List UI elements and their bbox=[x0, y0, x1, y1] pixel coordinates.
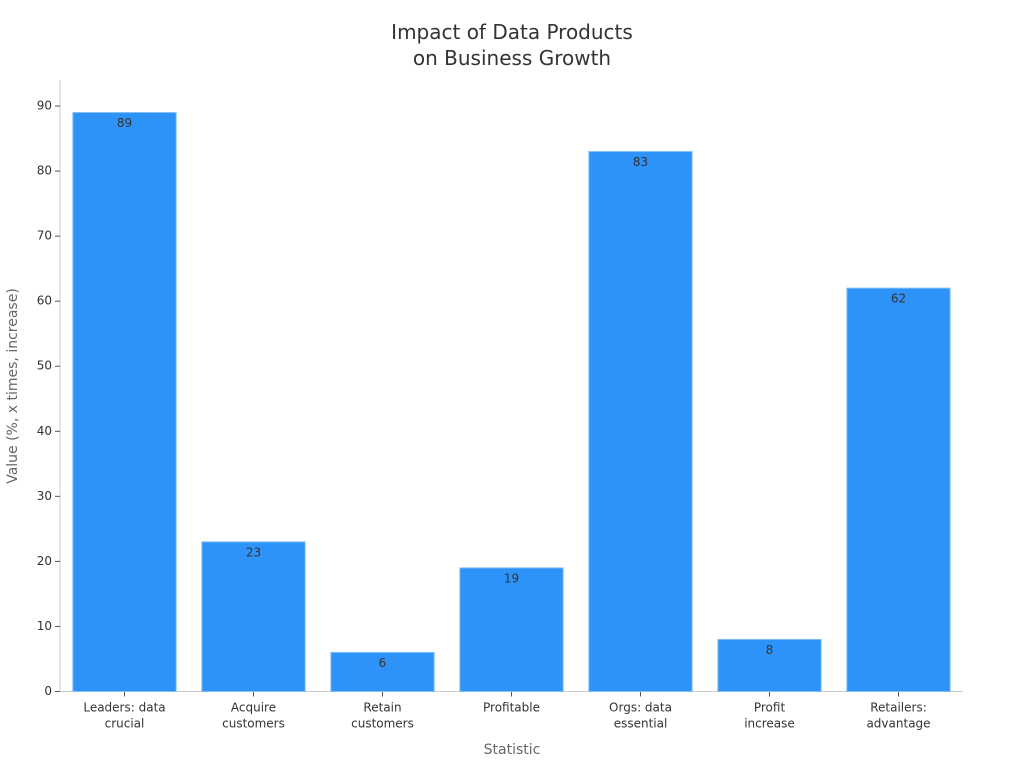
y-tick-label: 20 bbox=[37, 554, 52, 568]
bar bbox=[330, 651, 435, 692]
value-label: 23 bbox=[246, 545, 261, 559]
x-tick-label: Profit increase bbox=[744, 700, 795, 730]
y-tick-label: 50 bbox=[37, 359, 52, 373]
y-tick-label: 10 bbox=[37, 619, 52, 633]
x-axis-label: Statistic bbox=[484, 742, 541, 758]
y-tick-label: 70 bbox=[37, 229, 52, 243]
x-tick-label: Leaders: data crucial bbox=[83, 700, 165, 730]
value-label: 62 bbox=[891, 292, 906, 306]
value-label: 6 bbox=[379, 656, 387, 670]
x-tick-label: Retain customers bbox=[351, 700, 414, 730]
y-axis-label: Value (%, x times, increase) bbox=[5, 288, 21, 484]
bar bbox=[201, 541, 306, 693]
y-tick-label: 40 bbox=[37, 424, 52, 438]
chart-title: Impact of Data Products on Business Growt… bbox=[391, 20, 633, 70]
value-label: 89 bbox=[117, 116, 132, 130]
value-label: 83 bbox=[633, 155, 648, 169]
x-tick-label: Orgs: data essential bbox=[609, 700, 672, 730]
y-tick-label: 90 bbox=[37, 99, 52, 113]
y-tick-label: 60 bbox=[37, 294, 52, 308]
bar bbox=[717, 638, 822, 693]
value-label: 19 bbox=[504, 571, 519, 585]
x-tick-label: Acquire customers bbox=[222, 700, 285, 730]
x-tick-label: Profitable bbox=[483, 700, 540, 714]
y-tick-label: 0 bbox=[44, 684, 52, 698]
bar bbox=[459, 567, 564, 692]
y-tick-label: 80 bbox=[37, 164, 52, 178]
x-tick-label: Retailers: advantage bbox=[866, 700, 930, 730]
bar bbox=[846, 287, 951, 692]
value-label: 8 bbox=[766, 643, 774, 657]
bar bbox=[72, 112, 177, 692]
bar bbox=[588, 151, 693, 692]
y-tick-label: 30 bbox=[37, 489, 52, 503]
